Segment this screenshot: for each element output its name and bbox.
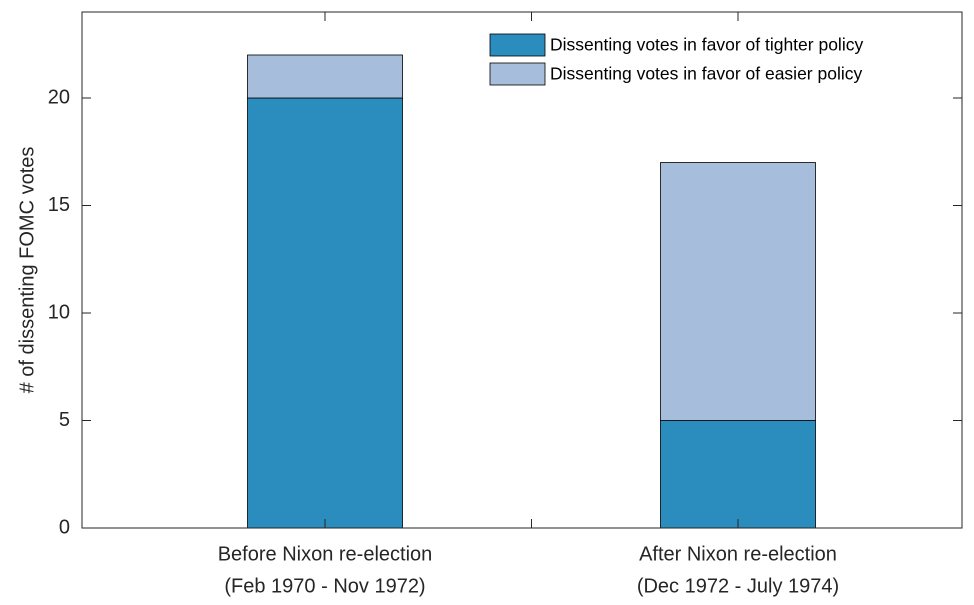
axes-box: [81, 11, 963, 529]
x-tick-label: (Feb 1970 - Nov 1972): [224, 575, 425, 597]
legend: Dissenting votes in favor of tighter pol…: [489, 33, 863, 86]
y-tick-label: 20: [48, 86, 70, 108]
bar-segment: [660, 420, 816, 529]
bar-segment: [247, 54, 403, 99]
legend-swatch: [489, 62, 546, 86]
legend-label: Dissenting votes in favor of tighter pol…: [550, 35, 863, 55]
y-tick-label: 15: [48, 194, 70, 216]
x-tick-label: After Nixon re-election: [639, 543, 837, 565]
x-tick-label: (Dec 1972 - July 1974): [637, 575, 839, 597]
bar-segment: [247, 97, 403, 529]
legend-swatch: [489, 33, 546, 57]
y-tick-label: 0: [59, 516, 70, 538]
y-axis-label: # of dissenting FOMC votes: [16, 147, 38, 394]
x-tick-label: Before Nixon re-election: [218, 543, 433, 565]
y-tick-label: 5: [59, 409, 70, 431]
legend-label: Dissenting votes in favor of easier poli…: [550, 64, 862, 84]
bar-segment: [660, 162, 816, 421]
y-tick-label: 10: [48, 301, 70, 323]
